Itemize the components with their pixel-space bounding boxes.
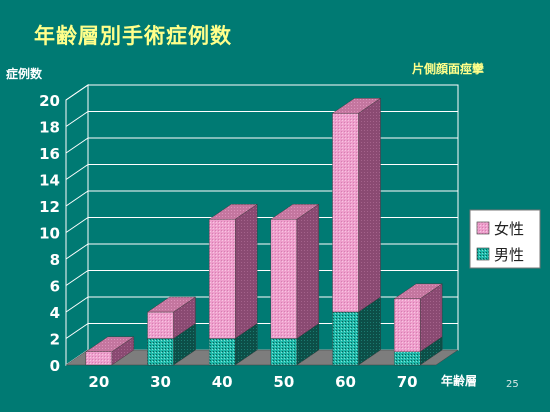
bar-stack-60 — [331, 97, 382, 366]
y-tick-label: 8 — [50, 251, 60, 269]
gridline-side — [65, 137, 89, 154]
bar-segment-20-女性 — [85, 336, 135, 366]
bar-segment-40-女性 — [208, 203, 258, 339]
bar-front — [393, 298, 421, 352]
bar-front — [85, 351, 113, 366]
bar-stack-20 — [85, 336, 135, 366]
bar-front — [208, 338, 236, 366]
legend-label: 女性 — [494, 220, 524, 238]
x-tick-label: 20 — [88, 373, 109, 391]
gridline-side — [65, 296, 89, 313]
x-tick-label: 70 — [397, 373, 418, 391]
y-tick-label: 16 — [39, 145, 60, 163]
y-tick-label: 14 — [39, 172, 60, 190]
gridline-side — [65, 111, 89, 127]
y-tick-label: 0 — [50, 357, 60, 375]
y-axis-ticks: 0 2 4 6 8 10 12 14 16 18 20 — [39, 92, 60, 375]
bar-front — [147, 311, 174, 339]
x-axis-label: 年齢層 — [441, 373, 477, 388]
bar-segment-40-男性 — [208, 323, 258, 366]
x-tick-label: 50 — [273, 373, 294, 391]
gridline-side — [65, 84, 89, 101]
bar-segment-50-男性 — [270, 323, 320, 366]
gridline-side — [65, 190, 89, 207]
y-tick-label: 12 — [39, 198, 60, 216]
y-tick-label: 10 — [39, 225, 60, 243]
legend-swatch — [476, 247, 490, 261]
bar-front — [147, 338, 174, 366]
y-tick-label: 2 — [50, 331, 60, 349]
gridline-side — [65, 270, 89, 286]
bars — [85, 97, 443, 366]
bar-top — [146, 296, 197, 313]
legend-label: 男性 — [494, 246, 524, 264]
bar-segment-50-女性 — [270, 203, 320, 339]
bar-stack-50 — [270, 203, 320, 366]
bar-segment-30-女性 — [146, 296, 197, 339]
page-number: 25 — [506, 379, 519, 390]
bar-top — [331, 98, 382, 114]
bar-front — [270, 338, 298, 366]
gridline-side — [65, 164, 89, 180]
chart-subtitle: 片側顔面痙攣 — [412, 62, 485, 76]
bar-front — [270, 219, 298, 339]
legend-swatch — [476, 221, 490, 235]
bar-side — [234, 203, 258, 339]
bar-side — [296, 203, 320, 339]
x-tick-label: 40 — [212, 373, 233, 391]
bar-front — [393, 351, 421, 366]
bar-top — [393, 283, 443, 299]
y-tick-label: 18 — [39, 119, 60, 137]
bar-front — [208, 219, 236, 339]
bar-stack-40 — [208, 203, 258, 366]
bar-side — [358, 97, 381, 313]
gridline-side — [65, 243, 89, 260]
gridline-side — [65, 323, 89, 339]
bar-top — [85, 336, 135, 352]
x-tick-label: 60 — [335, 373, 356, 391]
y-axis-label: 症例数 — [6, 66, 43, 81]
bar-stack-30 — [146, 296, 197, 366]
y-tick-label: 4 — [50, 304, 60, 322]
y-tick-label: 6 — [50, 278, 60, 296]
bar-front — [332, 113, 359, 313]
bar-top — [270, 204, 320, 220]
slide-title: 年齢層別手術症例数 — [34, 24, 232, 48]
bar-front — [332, 311, 359, 366]
y-tick-label: 20 — [39, 92, 60, 110]
x-axis-ticks: 20 30 40 50 60 70 — [88, 373, 417, 391]
bar-segment-60-男性 — [332, 296, 381, 366]
gridline-side — [65, 217, 89, 233]
bar-top — [208, 204, 258, 220]
bar-stack-70 — [393, 283, 443, 366]
bar-segment-60-女性 — [331, 97, 382, 313]
x-tick-label: 30 — [150, 373, 171, 391]
bar-segment-70-女性 — [393, 283, 443, 353]
